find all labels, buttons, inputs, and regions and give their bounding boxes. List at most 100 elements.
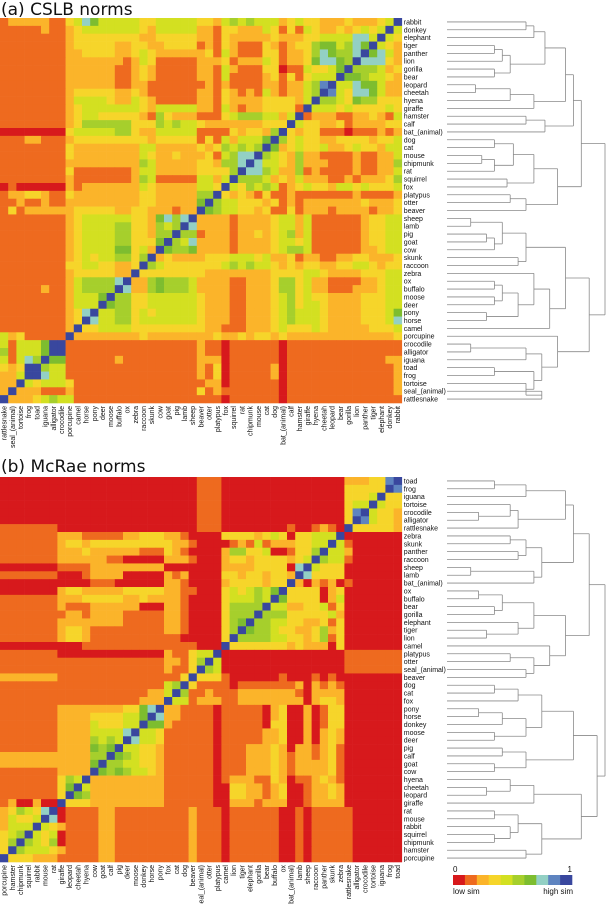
heatmap-cell — [172, 348, 181, 357]
heatmap-cell — [90, 508, 99, 517]
heatmap-cell — [8, 602, 17, 611]
heatmap-cell — [344, 80, 353, 90]
heatmap-cell — [16, 477, 25, 486]
heatmap-cell — [377, 379, 386, 388]
heatmap-cell — [328, 88, 337, 97]
heatmap-cell — [254, 783, 263, 792]
heatmap-cell — [0, 665, 9, 674]
heatmap-cell — [82, 25, 91, 35]
heatmap-cell — [287, 775, 296, 784]
heatmap-cell — [254, 135, 263, 145]
heatmap-cell — [8, 665, 17, 674]
heatmap-cell — [344, 175, 353, 184]
heatmap-cell — [352, 395, 362, 404]
heatmap-cell — [369, 791, 378, 800]
heatmap-cell — [303, 594, 312, 604]
heatmap-cell — [41, 285, 50, 294]
heatmap-cell — [278, 308, 288, 317]
heatmap-cell — [369, 657, 378, 666]
heatmap-cell — [229, 665, 239, 674]
heatmap-cell — [24, 206, 34, 215]
heatmap-cell — [196, 120, 206, 129]
heatmap-cell — [188, 783, 198, 792]
heatmap-cell — [180, 379, 189, 388]
heatmap-cell — [246, 41, 255, 50]
heatmap-cell — [377, 245, 386, 255]
heatmap-cell — [278, 822, 288, 831]
heatmap-cell — [65, 112, 75, 121]
heatmap-cell — [237, 340, 247, 349]
heatmap-cell — [262, 602, 271, 611]
heatmap-cell — [213, 807, 222, 816]
heatmap-cell — [237, 25, 247, 35]
heatmap-cell — [246, 269, 255, 278]
heatmap-cell — [131, 379, 140, 388]
heatmap-cell — [262, 214, 271, 223]
heatmap-cell — [106, 112, 116, 121]
heatmap-cell — [106, 571, 116, 580]
heatmap-cell — [49, 524, 58, 533]
heatmap-cell — [24, 348, 34, 357]
heatmap-cell — [82, 775, 91, 784]
heatmap-cell — [328, 594, 337, 604]
heatmap-cell — [164, 539, 173, 549]
heatmap-cell — [82, 704, 91, 714]
heatmap-cell — [106, 41, 116, 50]
heatmap-cell — [8, 387, 17, 396]
heatmap-cell — [123, 33, 132, 42]
heatmap-cell — [287, 563, 296, 572]
heatmap-cell — [254, 104, 263, 113]
heatmap-cell — [32, 379, 42, 388]
heatmap-cell — [295, 657, 304, 666]
heatmap-cell — [123, 736, 132, 745]
heatmap-cell — [237, 348, 247, 357]
heatmap-cell — [106, 830, 116, 839]
column-label: cat — [264, 406, 271, 415]
heatmap-cell — [229, 41, 239, 50]
heatmap-cell — [393, 649, 403, 659]
heatmap-cell — [155, 261, 165, 270]
heatmap-cell — [237, 547, 247, 556]
heatmap-cell — [213, 198, 222, 207]
heatmap-cell — [311, 269, 321, 278]
heatmap-cell — [65, 120, 75, 129]
heatmap-cell — [278, 846, 288, 855]
heatmap-cell — [270, 324, 280, 333]
heatmap-cell — [319, 285, 329, 294]
heatmap-cell — [65, 775, 75, 784]
heatmap-cell — [90, 555, 99, 564]
heatmap-cell — [262, 697, 271, 706]
heatmap-cell — [221, 88, 230, 97]
row-label: chipmunk — [404, 161, 434, 168]
heatmap-cell — [164, 143, 173, 152]
heatmap-cell — [303, 151, 312, 160]
heatmap-cell — [131, 371, 140, 380]
heatmap-cell — [73, 269, 83, 278]
heatmap-cell — [295, 183, 304, 192]
heatmap-cell — [393, 720, 403, 729]
heatmap-cell — [123, 728, 132, 737]
heatmap-cell — [344, 293, 353, 302]
heatmap-cell — [32, 767, 42, 776]
heatmap-cell — [32, 183, 42, 192]
heatmap-cell — [237, 791, 247, 800]
heatmap-cell — [278, 355, 288, 365]
heatmap-cell — [344, 594, 353, 604]
heatmap-cell — [270, 830, 280, 839]
heatmap-cell — [73, 642, 83, 651]
heatmap-cell — [41, 206, 50, 215]
heatmap-cell — [106, 689, 116, 698]
heatmap-cell — [377, 316, 386, 325]
heatmap-cell — [188, 143, 198, 152]
heatmap-cell — [82, 689, 91, 698]
heatmap-cell — [155, 245, 165, 255]
heatmap-cell — [360, 395, 370, 404]
heatmap-cell — [344, 135, 353, 145]
heatmap-cell — [385, 689, 394, 698]
heatmap-cell — [328, 665, 337, 674]
heatmap-cell — [147, 49, 157, 58]
heatmap-cell — [82, 261, 91, 270]
heatmap-cell — [328, 783, 337, 792]
heatmap-cell — [114, 838, 124, 847]
heatmap-cell — [41, 175, 50, 184]
